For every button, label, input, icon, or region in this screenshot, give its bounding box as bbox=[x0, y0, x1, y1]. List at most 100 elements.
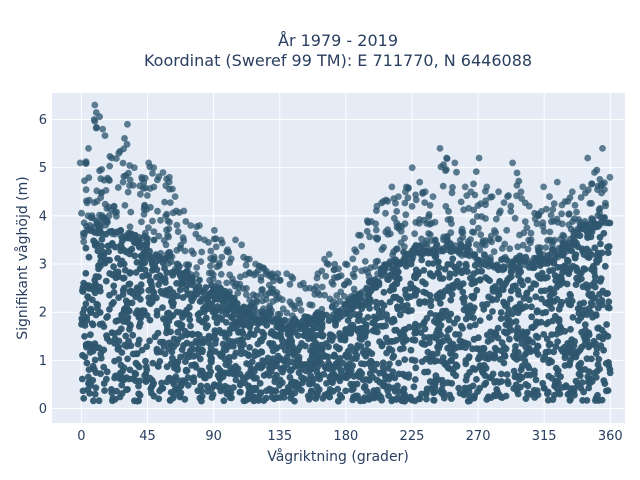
data-point bbox=[467, 188, 475, 196]
data-point bbox=[119, 291, 127, 298]
data-point bbox=[211, 226, 218, 234]
data-point bbox=[502, 392, 510, 400]
data-point bbox=[266, 302, 273, 310]
data-point bbox=[124, 188, 132, 196]
y-tick-label: 0 bbox=[39, 402, 47, 417]
data-point bbox=[101, 387, 108, 394]
data-point bbox=[356, 310, 363, 318]
data-point bbox=[216, 351, 224, 358]
data-point bbox=[426, 339, 433, 346]
data-point bbox=[194, 330, 202, 338]
data-point bbox=[333, 292, 341, 299]
data-point bbox=[448, 291, 456, 298]
data-point bbox=[564, 268, 571, 276]
data-point bbox=[264, 354, 272, 362]
data-point bbox=[201, 374, 208, 382]
data-point bbox=[493, 346, 501, 354]
data-point bbox=[203, 382, 211, 390]
data-point bbox=[508, 319, 515, 326]
data-point bbox=[397, 227, 405, 235]
data-point bbox=[336, 297, 343, 305]
data-point bbox=[156, 387, 164, 395]
data-point bbox=[147, 203, 154, 211]
data-point bbox=[216, 286, 224, 293]
data-point bbox=[561, 362, 569, 369]
data-point bbox=[191, 361, 199, 369]
data-point bbox=[215, 262, 223, 269]
data-point bbox=[372, 258, 380, 266]
data-point bbox=[188, 295, 195, 303]
data-point bbox=[471, 392, 478, 400]
data-point bbox=[484, 275, 491, 283]
data-point bbox=[371, 366, 378, 374]
data-point bbox=[501, 302, 509, 310]
data-point bbox=[278, 337, 286, 344]
data-point bbox=[103, 368, 111, 376]
data-point bbox=[110, 263, 117, 271]
data-point bbox=[148, 376, 156, 384]
data-point bbox=[412, 291, 419, 299]
data-point bbox=[412, 364, 420, 372]
data-point bbox=[108, 389, 116, 397]
data-point bbox=[416, 298, 423, 305]
data-point bbox=[347, 330, 355, 337]
data-point bbox=[127, 342, 135, 350]
data-point bbox=[213, 319, 221, 327]
data-point bbox=[524, 389, 531, 397]
data-point bbox=[515, 272, 522, 279]
data-point bbox=[459, 288, 467, 296]
data-point bbox=[604, 249, 612, 257]
data-point bbox=[302, 367, 310, 375]
data-point bbox=[506, 245, 514, 253]
data-point bbox=[283, 353, 291, 361]
data-point bbox=[459, 325, 466, 332]
data-point bbox=[584, 154, 592, 162]
data-point bbox=[404, 307, 412, 315]
data-point bbox=[444, 364, 452, 372]
data-point bbox=[99, 248, 107, 256]
data-point bbox=[595, 333, 603, 341]
data-point bbox=[119, 375, 126, 383]
data-point bbox=[570, 353, 578, 360]
data-point bbox=[149, 170, 156, 177]
data-point bbox=[246, 307, 254, 315]
data-point bbox=[166, 199, 174, 207]
data-point bbox=[521, 218, 529, 226]
data-point bbox=[429, 260, 437, 267]
data-point bbox=[525, 296, 533, 304]
data-point bbox=[207, 262, 214, 270]
data-point bbox=[430, 396, 437, 404]
data-point bbox=[582, 281, 590, 289]
data-point bbox=[141, 229, 149, 237]
data-point bbox=[390, 248, 398, 256]
data-point bbox=[158, 379, 166, 387]
data-point bbox=[196, 222, 203, 229]
data-point bbox=[502, 345, 510, 353]
data-point bbox=[410, 383, 418, 391]
data-point bbox=[507, 295, 514, 303]
data-point bbox=[584, 373, 592, 381]
data-point bbox=[171, 193, 179, 201]
data-point bbox=[489, 287, 497, 295]
data-point bbox=[389, 368, 397, 376]
data-point bbox=[573, 239, 580, 247]
data-point bbox=[513, 386, 521, 394]
data-point bbox=[218, 316, 226, 323]
data-point bbox=[531, 389, 538, 397]
data-point bbox=[142, 241, 150, 249]
data-point bbox=[494, 266, 502, 273]
data-point bbox=[512, 342, 519, 350]
data-point bbox=[106, 291, 113, 299]
data-point bbox=[358, 242, 366, 250]
data-point bbox=[117, 241, 125, 249]
data-point bbox=[135, 363, 143, 371]
data-point bbox=[302, 322, 310, 330]
data-point bbox=[563, 280, 571, 288]
data-point bbox=[379, 322, 387, 330]
data-point bbox=[93, 344, 101, 351]
data-point bbox=[588, 200, 595, 207]
data-point bbox=[603, 321, 610, 328]
data-point bbox=[358, 360, 365, 367]
data-point bbox=[150, 228, 158, 236]
data-point bbox=[598, 189, 605, 197]
